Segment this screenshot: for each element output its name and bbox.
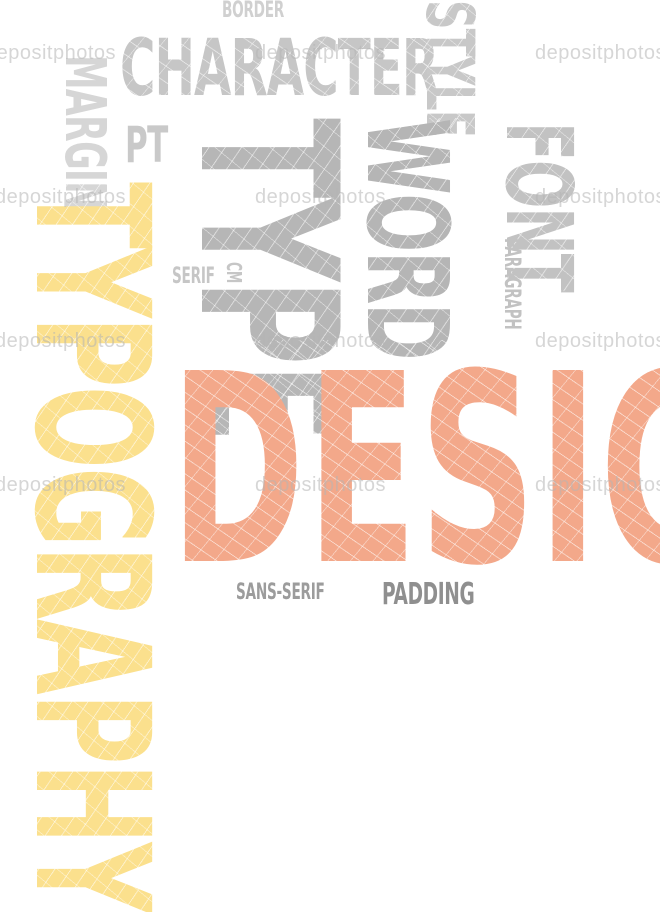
word-border: BORDER [222, 0, 285, 23]
watermark: depositphotos [535, 330, 660, 352]
word-design: DESIGN [170, 340, 660, 602]
watermark: depositphotos [0, 186, 127, 208]
watermark: depositphotos [255, 42, 387, 64]
word-padding: PADDING [382, 577, 475, 612]
watermark: depositphotos [0, 330, 127, 352]
word-style: STYLE [411, 0, 488, 137]
watermark: depositphotos [535, 474, 660, 496]
watermark: depositphotos [255, 330, 387, 352]
watermark: depositphotos [255, 186, 387, 208]
watermark: depositphotos [255, 474, 387, 496]
watermark: depositphotos [535, 42, 660, 64]
watermark: depositphotos [0, 42, 117, 64]
watermark: depositphotos [0, 474, 127, 496]
word-character: CHARACTER [120, 24, 439, 114]
word-cm: CM [222, 262, 246, 283]
watermark: depositphotos [535, 186, 660, 208]
word-sans-serif: SANS-SERIF [236, 580, 325, 605]
word-paragraph: PARAGRAPH [499, 238, 524, 330]
word-typography: TYPOGRAPHY [0, 182, 183, 912]
